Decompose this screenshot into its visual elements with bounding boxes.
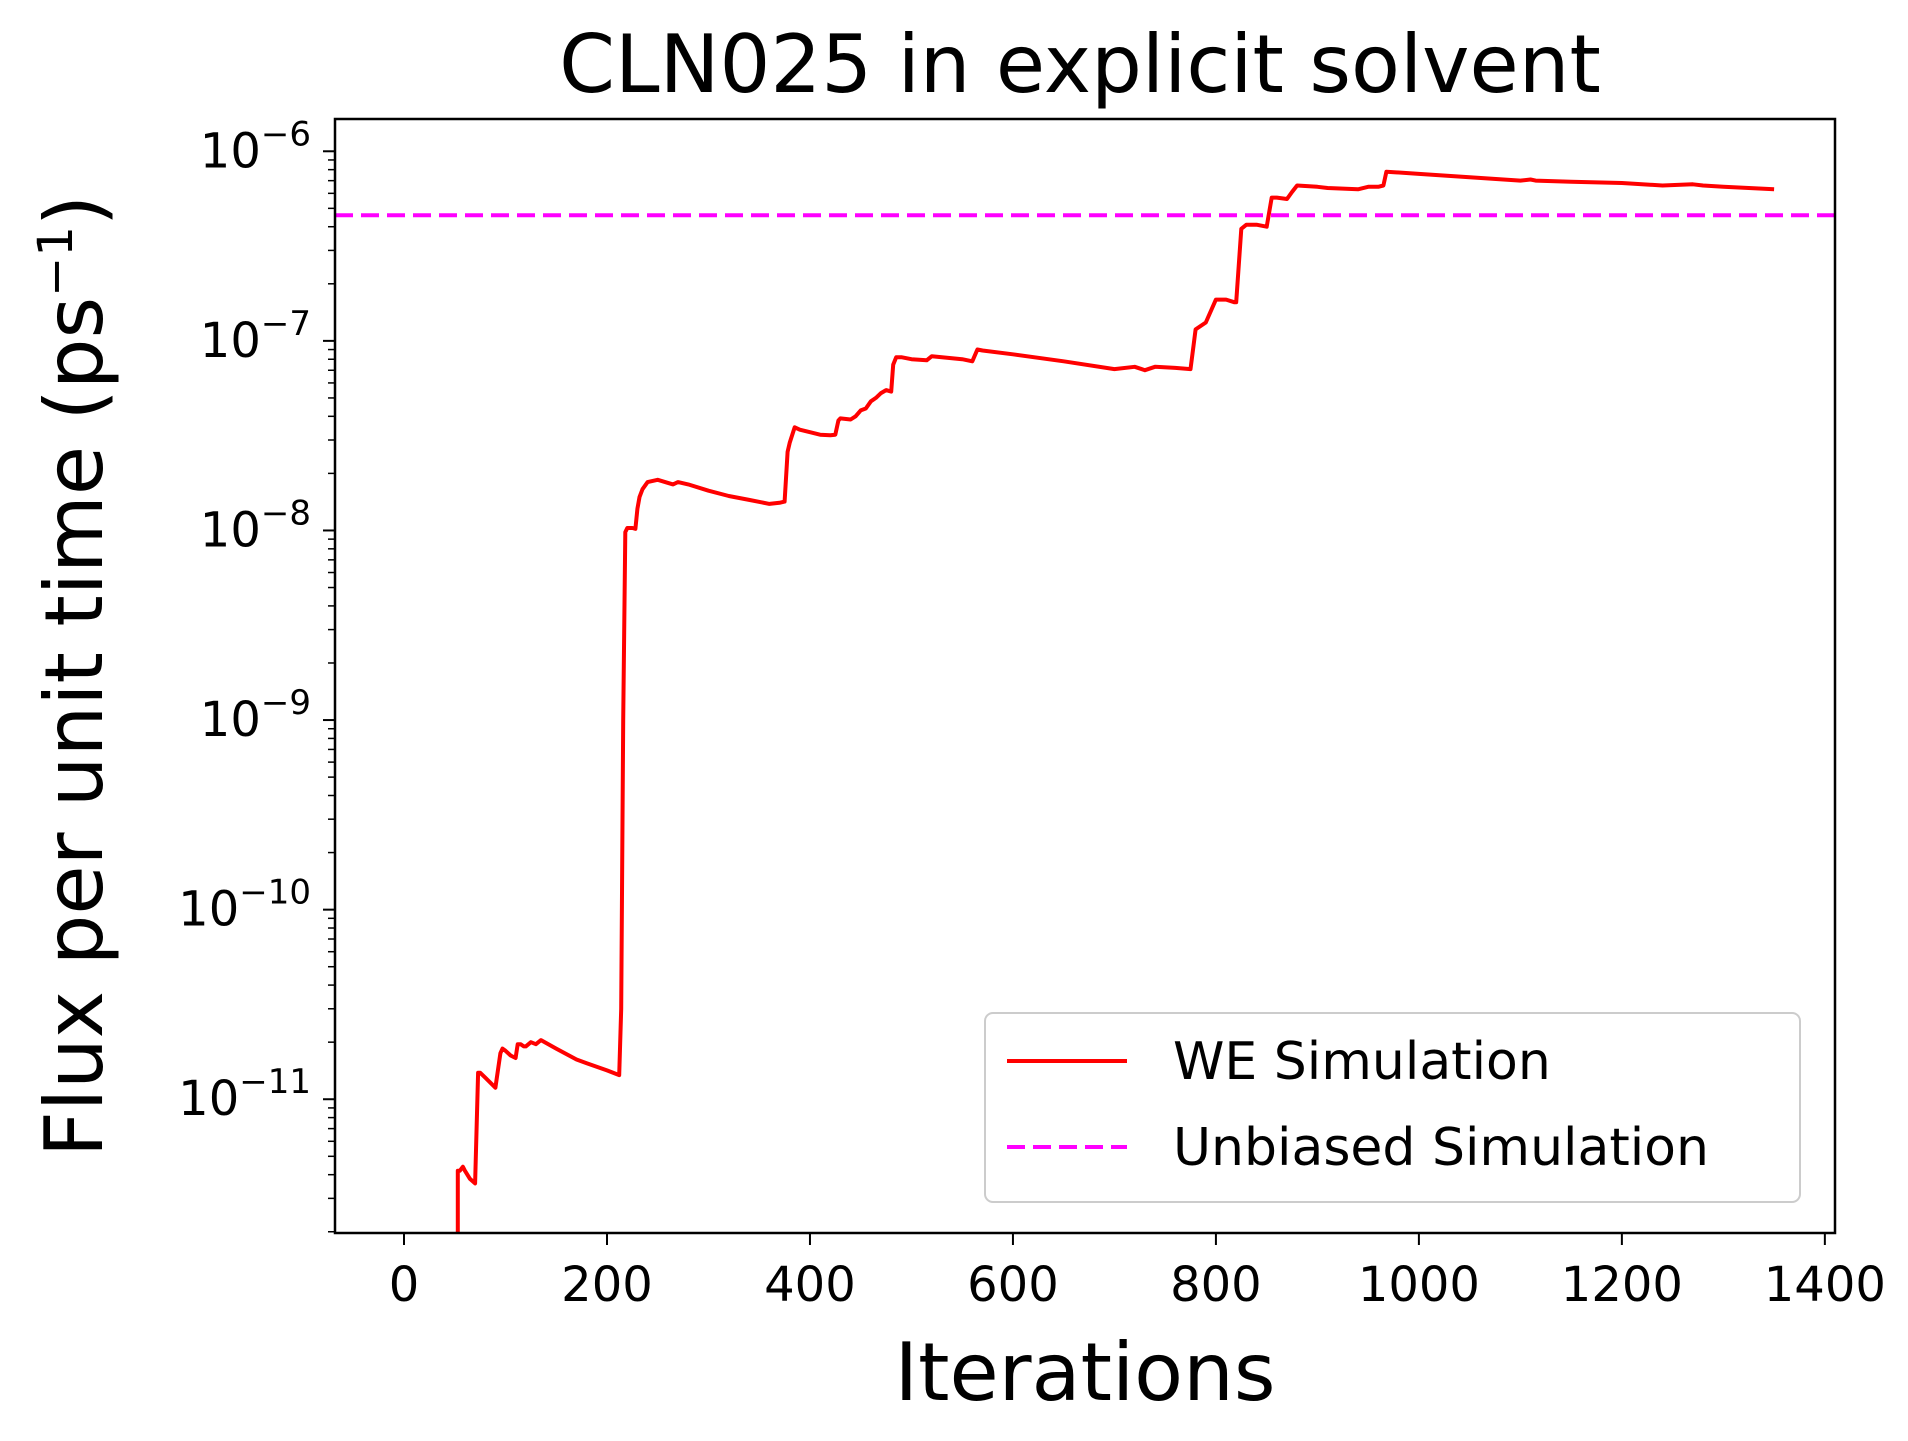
y-axis-label-exponent: −1 bbox=[28, 226, 84, 297]
x-tick-label: 0 bbox=[389, 1257, 420, 1313]
y-tick-label: 10−6 bbox=[200, 114, 311, 179]
plot-frame bbox=[333, 117, 1837, 1235]
x-tick-label: 200 bbox=[561, 1257, 653, 1313]
y-tick-label: 10−9 bbox=[200, 683, 311, 748]
x-tick-label: 1400 bbox=[1764, 1257, 1886, 1313]
y-axis-label-close: ) bbox=[28, 195, 121, 226]
y-axis-label: Flux per unit time (ps−1) bbox=[28, 195, 121, 1157]
chart-title: CLN025 in explicit solvent bbox=[559, 18, 1601, 111]
y-tick-label: 10−7 bbox=[200, 304, 311, 369]
x-tick-label: 1000 bbox=[1358, 1257, 1480, 1313]
we-simulation-line bbox=[455, 169, 1775, 1233]
series-layer bbox=[335, 169, 1835, 1233]
legend-box bbox=[984, 1012, 1801, 1203]
legend-we-label: WE Simulation bbox=[1173, 1032, 1551, 1092]
y-axis-ticks: 10−11 10−10 10−9 10−8 10−7 10−6 bbox=[178, 114, 335, 1233]
y-tick-label: 10−11 bbox=[178, 1062, 311, 1127]
x-tick-label: 400 bbox=[764, 1257, 856, 1313]
legend-unbiased-label: Unbiased Simulation bbox=[1173, 1118, 1709, 1178]
y-axis-label-text: Flux per unit time (ps bbox=[28, 297, 121, 1157]
x-tick-label: 1200 bbox=[1561, 1257, 1683, 1313]
legend: WE Simulation Unbiased Simulation bbox=[984, 1012, 1801, 1203]
y-tick-label: 10−10 bbox=[178, 873, 311, 938]
y-tick-label: 10−8 bbox=[200, 493, 311, 558]
x-axis-ticks: 0 200 400 600 800 1000 1200 1400 bbox=[389, 1233, 1886, 1313]
x-tick-label: 600 bbox=[967, 1257, 1059, 1313]
x-axis-label: Iterations bbox=[894, 1326, 1275, 1419]
x-tick-label: 800 bbox=[1170, 1257, 1262, 1313]
